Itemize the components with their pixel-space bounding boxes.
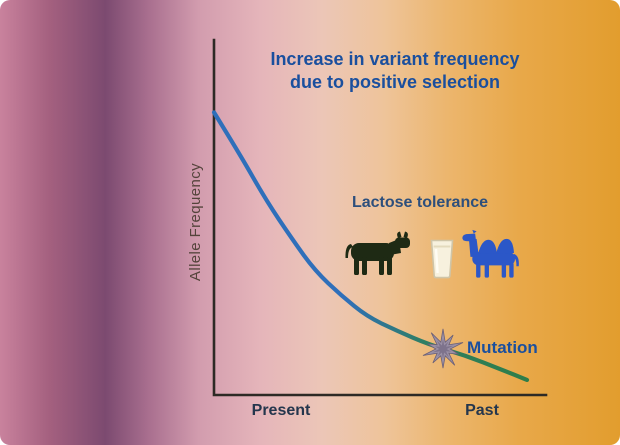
axes	[212, 38, 548, 397]
cow-icon	[342, 231, 416, 284]
x-tick-present: Present	[251, 402, 311, 419]
x-tick-past: Past	[465, 402, 499, 419]
chart-title: Increase in variant frequency due to pos…	[240, 48, 550, 94]
milk-glass-icon	[429, 239, 455, 285]
camel-icon	[460, 227, 532, 285]
chart-title-line-2: due to positive selection	[289, 72, 501, 92]
y-axis-label: Allele Frequency	[187, 162, 204, 282]
allele-frequency-curve	[211, 110, 530, 382]
lactose-tolerance-label: Lactose tolerance	[351, 194, 489, 211]
mutation-label: Mutation	[467, 338, 538, 357]
starburst-icon	[420, 326, 466, 377]
chart-title-line-1: Increase in variant frequency	[270, 49, 520, 69]
